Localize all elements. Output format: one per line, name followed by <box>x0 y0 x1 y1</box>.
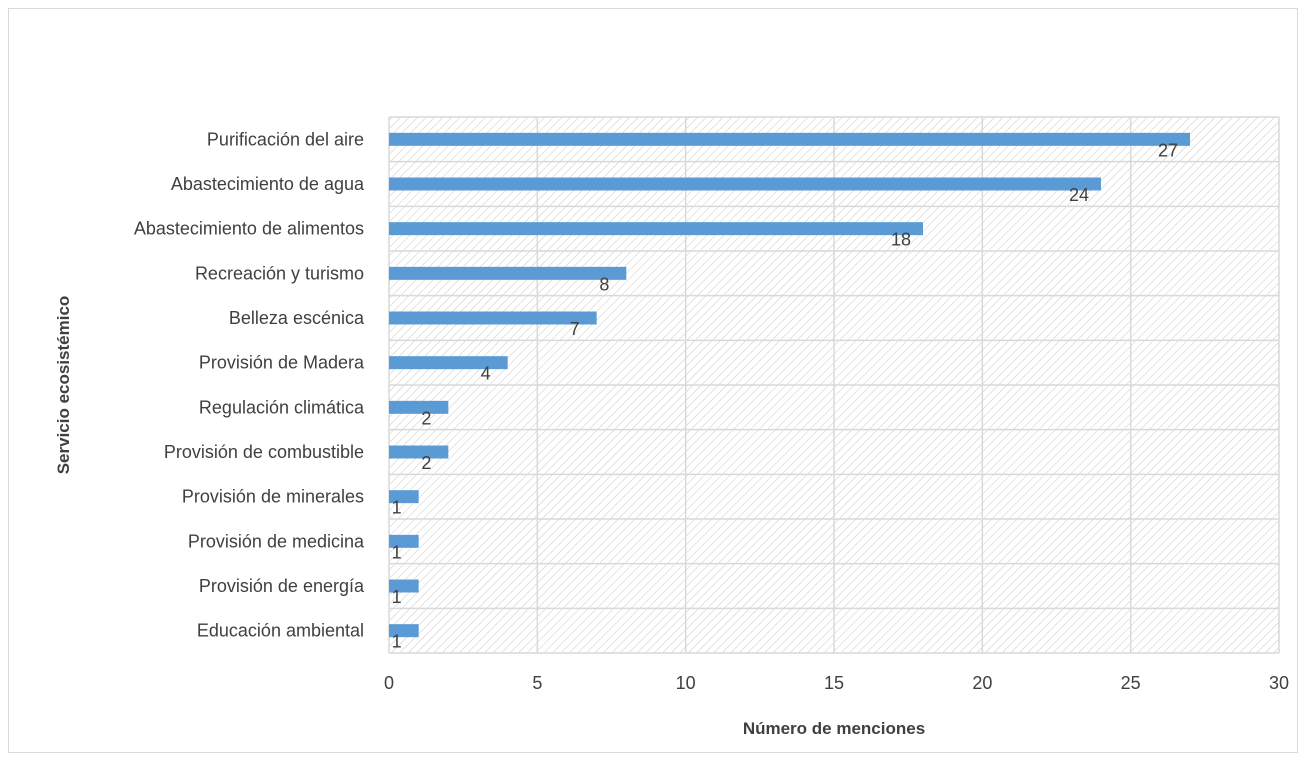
x-tick-label: 20 <box>972 673 992 693</box>
data-label: 24 <box>1069 185 1089 205</box>
bar <box>389 311 597 325</box>
x-tick-label: 10 <box>676 673 696 693</box>
data-labels: 27 24 18 8 7 4 2 2 1 1 1 1 <box>392 140 1178 651</box>
category-label: Purificación del aire <box>207 129 364 149</box>
category-label: Recreación y turismo <box>195 263 364 283</box>
x-axis-title: Número de menciones <box>743 719 925 738</box>
category-labels: Purificación del aire Abastecimiento de a… <box>134 129 365 640</box>
category-label: Belleza escénica <box>229 308 365 328</box>
x-tick-label: 0 <box>384 673 394 693</box>
data-label: 7 <box>570 319 580 339</box>
category-label: Regulación climática <box>199 397 365 417</box>
data-label: 1 <box>392 632 402 652</box>
category-label: Provisión de energía <box>199 576 365 596</box>
data-label: 1 <box>392 542 402 562</box>
x-tick-label: 15 <box>824 673 844 693</box>
category-label: Provisión de combustible <box>164 442 364 462</box>
bar <box>389 490 419 504</box>
bar <box>389 624 419 638</box>
bar <box>389 177 1101 191</box>
category-label: Abastecimiento de alimentos <box>134 219 364 239</box>
category-label: Educación ambiental <box>197 621 364 641</box>
data-label: 18 <box>891 230 911 250</box>
data-label: 4 <box>481 364 491 384</box>
category-label: Provisión de minerales <box>182 487 364 507</box>
y-axis-title: Servicio ecosistémico <box>54 296 73 475</box>
x-tick-label: 25 <box>1121 673 1141 693</box>
gridlines <box>388 116 1280 654</box>
x-tick-label: 30 <box>1269 673 1289 693</box>
category-label: Provisión de medicina <box>188 531 365 551</box>
data-label: 2 <box>421 408 431 428</box>
bar <box>389 445 449 459</box>
bar <box>389 222 923 236</box>
data-label: 1 <box>392 587 402 607</box>
bars <box>389 132 1190 638</box>
data-label: 8 <box>599 274 609 294</box>
data-label: 2 <box>421 453 431 473</box>
x-tick-labels: 0 5 10 15 20 25 30 <box>384 673 1289 693</box>
bar <box>389 400 449 414</box>
bar <box>389 534 419 548</box>
data-label: 1 <box>392 498 402 518</box>
bar <box>389 266 627 280</box>
bar <box>389 579 419 593</box>
bar <box>389 356 508 370</box>
x-tick-label: 5 <box>532 673 542 693</box>
category-label: Abastecimiento de agua <box>171 174 365 194</box>
data-label: 27 <box>1158 140 1178 160</box>
bar <box>389 132 1190 146</box>
category-label: Provisión de Madera <box>199 353 365 373</box>
